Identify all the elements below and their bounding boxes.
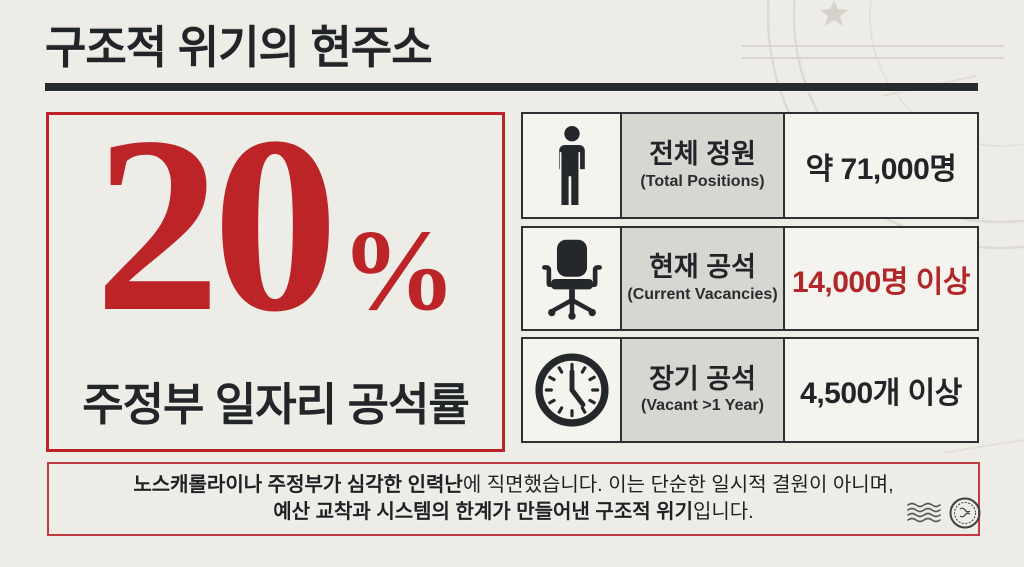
- office-chair-icon: [541, 239, 602, 320]
- star-watermark-icon: [820, 0, 848, 26]
- stat-value: 약 71,000명: [805, 152, 957, 186]
- stat-label-ko: 현재 공석: [649, 252, 756, 283]
- stat-label-en: (Vacant >1 Year): [641, 397, 764, 415]
- stat-label-en: (Total Positions): [640, 172, 765, 190]
- vacancy-rate-value: 20: [94, 84, 339, 364]
- stat-label-cell: 현재 공석 (Current Vacancies): [620, 228, 785, 329]
- stat-row-longterm-vacancies: 장기 공석 (Vacant >1 Year) 4,500개 이상: [521, 337, 979, 443]
- percent-sign: %: [340, 207, 457, 335]
- summary-line-2-bold: 예산 교착과 시스템의 한계가 만들어낸 구조적 위기: [273, 501, 693, 523]
- stat-value: 4,500개 이상: [800, 377, 962, 410]
- page-title: 구조적 위기의 현주소: [45, 22, 433, 73]
- stat-icon-cell: [523, 228, 620, 329]
- title-underline: [45, 83, 978, 91]
- stat-label-cell: 전체 정원 (Total Positions): [620, 114, 785, 217]
- stat-label-ko: 장기 공석: [649, 363, 756, 394]
- stat-icon-cell: [523, 114, 620, 217]
- summary-box: 노스캐롤라이나 주정부가 심각한 인력난에 직면했습니다. 이는 단순한 일시적…: [47, 462, 980, 536]
- summary-line-2: 예산 교착과 시스템의 한계가 만들어낸 구조적 위기입니다.: [273, 499, 754, 526]
- summary-line-2-rest: 입니다.: [692, 501, 754, 523]
- vacancy-rate-label: 주정부 일자리 공석률: [82, 379, 470, 430]
- person-icon: [558, 125, 585, 205]
- stat-icon-cell: [523, 339, 620, 441]
- stat-value: 14,000명 이상: [792, 265, 970, 299]
- stat-label-en: (Current Vacancies): [627, 285, 778, 303]
- clock-icon: [534, 353, 609, 427]
- vacancy-rate-box: 20 % 주정부 일자리 공석률: [46, 84, 505, 452]
- summary-line-1-bold: 노스캐롤라이나 주정부가 심각한 인력난: [133, 474, 463, 496]
- stat-row-current-vacancies: 현재 공석 (Current Vacancies) 14,000명 이상: [521, 226, 979, 331]
- stat-label-ko: 전체 정원: [649, 139, 756, 170]
- summary-line-1-rest: 에 직면했습니다. 이는 단순한 일시적 결원이 아니며,: [462, 474, 894, 496]
- stat-label-cell: 장기 공석 (Vacant >1 Year): [620, 339, 785, 441]
- vacancy-rate-figure: 20 %: [94, 84, 457, 364]
- stat-row-total-positions: 전체 정원 (Total Positions) 약 71,000명: [521, 112, 979, 219]
- summary-line-1: 노스캐롤라이나 주정부가 심각한 인력난에 직면했습니다. 이는 단순한 일시적…: [133, 472, 893, 499]
